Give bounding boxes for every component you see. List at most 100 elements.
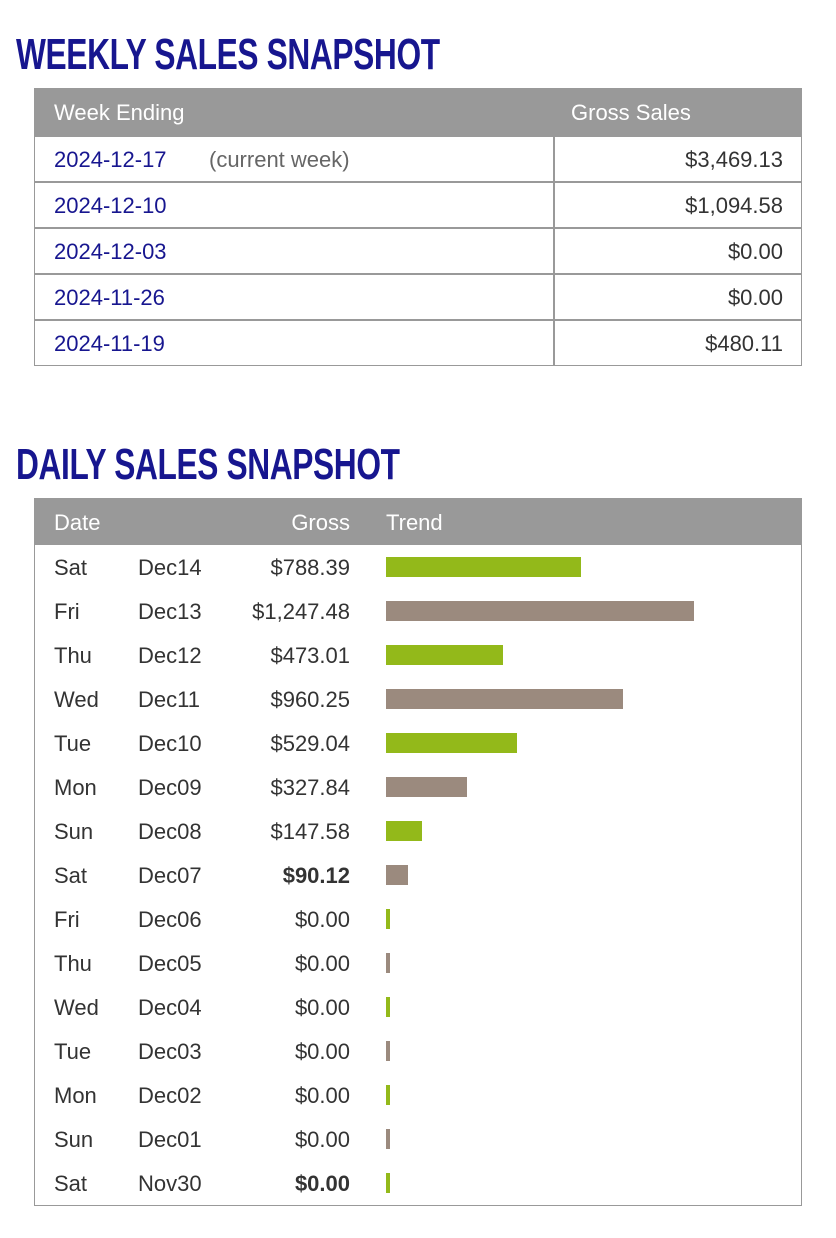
gross: $0.00 (294, 1083, 350, 1108)
date: Dec14 (138, 555, 202, 580)
date: Dec09 (138, 775, 202, 800)
day: Sat (54, 1171, 88, 1196)
header-cell: Week Ending (54, 100, 185, 125)
day: Wed (54, 687, 99, 712)
day: Sat (54, 555, 88, 580)
header-cell: Date (54, 510, 101, 535)
gross: $0.00 (294, 1039, 350, 1064)
daily-row: Tue Dec03 $0.00 (35, 1029, 801, 1073)
date: Dec07 (138, 863, 202, 888)
daily-row: Sun Dec01 $0.00 (35, 1117, 801, 1161)
daily-row: Wed Dec04 $0.00 (35, 985, 801, 1029)
day: Sat (54, 863, 88, 888)
date: Dec06 (138, 907, 202, 932)
daily-row: Sat Dec14 $788.39 (35, 545, 801, 589)
week-gross: $0.00 (727, 285, 783, 310)
day: Fri (54, 907, 80, 932)
date: Dec02 (138, 1083, 202, 1108)
day: Wed (54, 995, 99, 1020)
week-gross: $3,469.13 (685, 147, 783, 172)
weekly-row: 2024-11-26 $0.00 (35, 273, 801, 319)
trend-bar (386, 645, 503, 665)
column-divider (553, 229, 555, 273)
weekly-title: WEEKLY SALES SNAPSHOT (16, 30, 440, 79)
header-cell: Gross Sales (571, 100, 691, 125)
date: Dec03 (138, 1039, 202, 1064)
gross: $788.39 (270, 555, 350, 580)
daily-row: Sat Dec07 $90.12 (35, 853, 801, 897)
week-gross: $0.00 (727, 239, 783, 264)
column-divider (553, 275, 555, 319)
gross: $0.00 (294, 951, 350, 976)
daily-row: Sun Dec08 $147.58 (35, 809, 801, 853)
trend-bar (386, 733, 517, 753)
date: Dec01 (138, 1127, 202, 1152)
trend-bar (386, 689, 624, 709)
daily-title: DAILY SALES SNAPSHOT (16, 440, 400, 489)
weekly-row: 2024-12-17 (current week) $3,469.13 (35, 135, 801, 181)
trend-bar (386, 865, 409, 885)
week-date: 2024-12-10 (54, 193, 167, 218)
daily-table: Date Gross Trend Sat Dec14 $788.39 Fri Dec13… (34, 498, 802, 1206)
weekly-row: 2024-12-10 $1,094.58 (35, 181, 801, 227)
day: Thu (54, 951, 92, 976)
trend-bar (386, 997, 390, 1017)
week-gross: $1,094.58 (685, 193, 783, 218)
date: Dec05 (138, 951, 202, 976)
daily-row: Wed Dec11 $960.25 (35, 677, 801, 721)
weekly-table: Week Ending Gross Sales 2024-12-17 (curre… (34, 88, 802, 366)
week-date: 2024-12-17 (54, 147, 167, 172)
day: Thu (54, 643, 92, 668)
date: Dec13 (138, 599, 202, 624)
daily-header: Date Gross Trend (35, 499, 801, 545)
gross: $960.25 (270, 687, 350, 712)
daily-row: Mon Dec09 $327.84 (35, 765, 801, 809)
date: Dec08 (138, 819, 202, 844)
gross: $0.00 (294, 995, 350, 1020)
gross: $529.04 (270, 731, 350, 756)
gross: $1,247.48 (252, 599, 350, 624)
header-cell: Gross (291, 510, 350, 535)
week-date: 2024-12-03 (54, 239, 167, 264)
daily-row: Sat Nov30 $0.00 (35, 1161, 801, 1205)
trend-bar (386, 1129, 390, 1149)
date: Nov30 (138, 1171, 202, 1196)
week-gross: $480.11 (705, 331, 783, 356)
date: Dec04 (138, 995, 202, 1020)
daily-row: Mon Dec02 $0.00 (35, 1073, 801, 1117)
trend-bar (386, 909, 390, 929)
gross: $0.00 (294, 1127, 350, 1152)
gross: $0.00 (294, 907, 350, 932)
trend-bar (386, 1173, 390, 1193)
week-date: 2024-11-26 (54, 285, 165, 310)
trend-bar (386, 601, 694, 621)
daily-row: Tue Dec10 $529.04 (35, 721, 801, 765)
trend-bar (386, 557, 581, 577)
gross: $0.00 (294, 1171, 350, 1196)
trend-bar (386, 1085, 390, 1105)
gross: $327.84 (270, 775, 350, 800)
day: Sun (54, 819, 94, 844)
day: Mon (54, 775, 97, 800)
trend-bar (386, 953, 390, 973)
day: Tue (54, 1039, 92, 1064)
day: Sun (54, 1127, 94, 1152)
date: Dec11 (138, 687, 200, 712)
daily-row: Thu Dec05 $0.00 (35, 941, 801, 985)
gross: $90.12 (282, 863, 350, 888)
column-divider (553, 183, 555, 227)
day: Mon (54, 1083, 97, 1108)
week-date: 2024-11-19 (54, 331, 165, 356)
column-divider (553, 321, 555, 365)
trend-bar (386, 777, 467, 797)
column-divider (553, 137, 555, 181)
daily-row: Fri Dec13 $1,247.48 (35, 589, 801, 633)
trend-bar (386, 821, 423, 841)
daily-row: Thu Dec12 $473.01 (35, 633, 801, 677)
daily-row: Fri Dec06 $0.00 (35, 897, 801, 941)
weekly-row: 2024-12-03 $0.00 (35, 227, 801, 273)
weekly-header: Week Ending Gross Sales (35, 89, 801, 135)
gross: $473.01 (270, 643, 350, 668)
day: Fri (54, 599, 80, 624)
